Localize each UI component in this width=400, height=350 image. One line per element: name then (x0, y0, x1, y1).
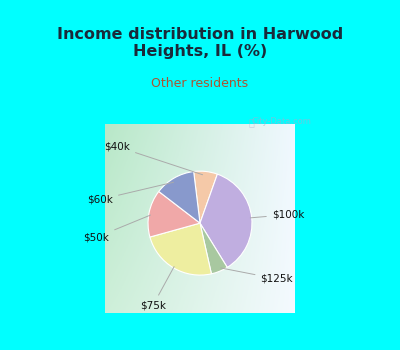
Text: $125k: $125k (221, 268, 293, 284)
Wedge shape (200, 174, 252, 267)
Text: ⓘ: ⓘ (248, 117, 254, 127)
Text: $60k: $60k (87, 182, 174, 204)
Text: Other residents: Other residents (152, 77, 248, 90)
Wedge shape (148, 191, 200, 237)
Text: $50k: $50k (84, 215, 150, 242)
Text: $100k: $100k (250, 210, 304, 219)
Wedge shape (159, 172, 200, 223)
Wedge shape (150, 223, 212, 275)
Text: $75k: $75k (140, 267, 174, 310)
Wedge shape (194, 171, 217, 223)
Text: Income distribution in Harwood
Heights, IL (%): Income distribution in Harwood Heights, … (57, 27, 343, 59)
Text: City-Data.com: City-Data.com (251, 117, 311, 126)
Wedge shape (200, 223, 227, 274)
Text: $40k: $40k (104, 142, 202, 175)
